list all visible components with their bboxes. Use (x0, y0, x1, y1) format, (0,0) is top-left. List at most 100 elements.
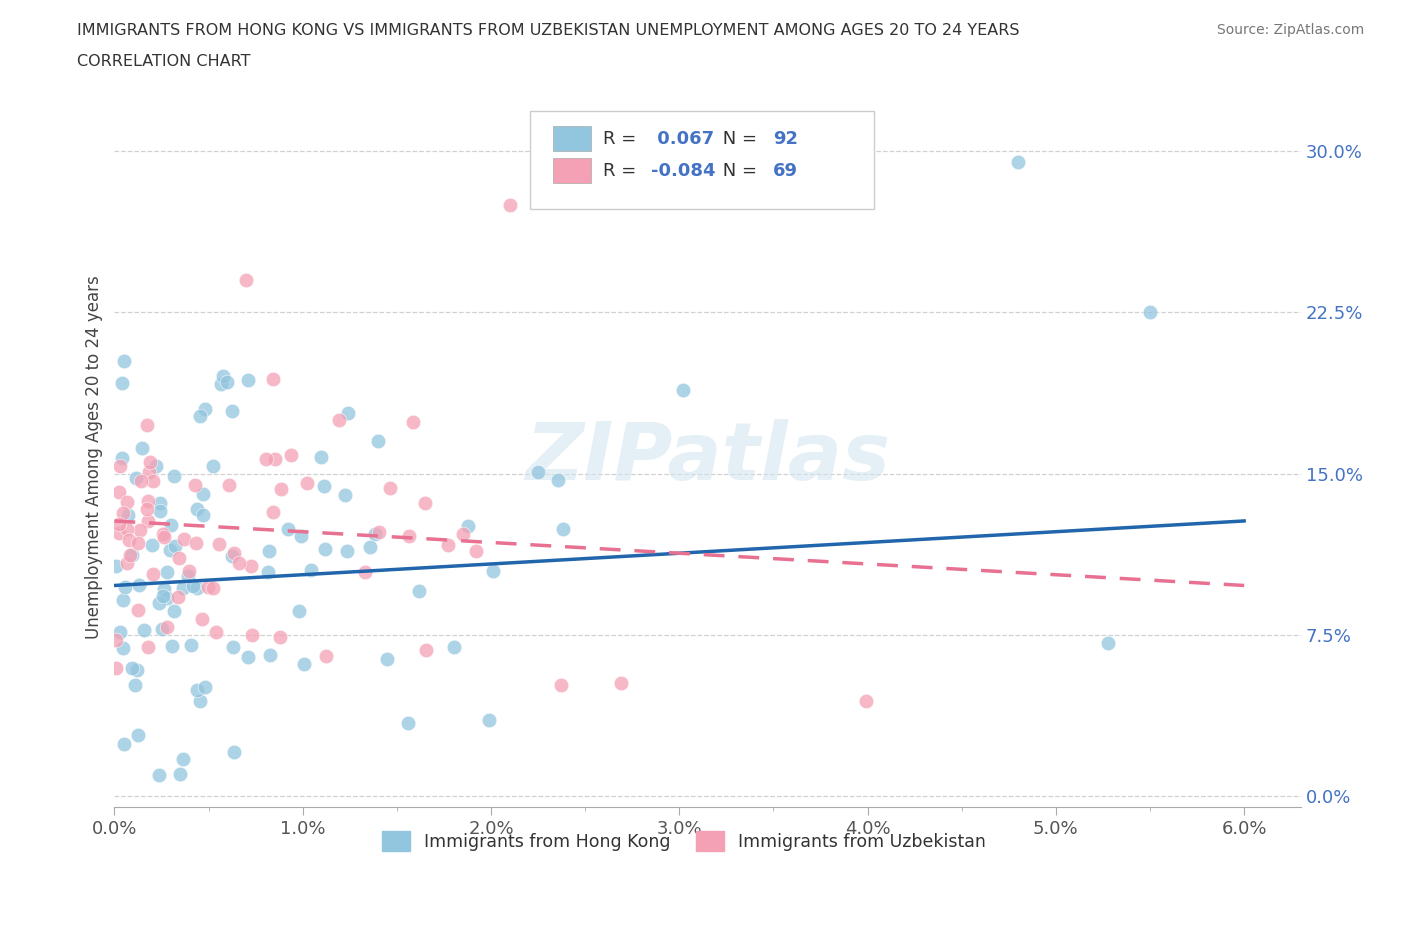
Point (153, 582, 176, 597)
Point (148, 595, 170, 610)
Point (547, 472, 569, 487)
Point (142, 473, 165, 488)
Point (120, 547, 142, 562)
Point (1139, 305, 1161, 320)
Point (136, 513, 159, 528)
Point (256, 565, 278, 579)
Point (222, 640, 245, 655)
Point (141, 538, 163, 552)
Point (314, 542, 336, 557)
Point (367, 434, 389, 449)
Point (159, 517, 181, 532)
Point (149, 496, 172, 511)
Point (610, 676, 633, 691)
Point (398, 528, 420, 543)
Point (167, 590, 190, 604)
Point (186, 502, 208, 517)
Point (228, 555, 250, 570)
Point (104, 661, 127, 676)
Text: N =: N = (717, 130, 756, 148)
Point (194, 680, 217, 695)
Point (152, 589, 174, 604)
Point (191, 612, 214, 627)
Point (125, 662, 148, 677)
Text: Source: ZipAtlas.com: Source: ZipAtlas.com (1216, 23, 1364, 37)
Point (111, 375, 134, 390)
Point (108, 625, 131, 640)
Point (129, 473, 152, 488)
Point (184, 478, 207, 493)
Point (315, 648, 337, 663)
FancyBboxPatch shape (554, 126, 592, 152)
Text: N =: N = (717, 162, 756, 179)
Point (138, 640, 160, 655)
Point (121, 661, 143, 676)
Point (108, 458, 131, 473)
Point (204, 624, 226, 639)
Point (202, 581, 225, 596)
Point (482, 564, 505, 578)
Point (218, 477, 240, 492)
Point (177, 563, 200, 578)
Point (215, 375, 238, 390)
Point (221, 404, 243, 418)
Text: -0.084: -0.084 (651, 162, 716, 179)
Point (295, 475, 318, 490)
Point (415, 643, 437, 658)
Point (127, 728, 149, 743)
Point (292, 657, 315, 671)
Point (364, 526, 387, 541)
Point (221, 549, 243, 564)
Point (277, 522, 299, 537)
Point (159, 542, 181, 557)
Point (125, 471, 148, 485)
Text: 0.067: 0.067 (651, 130, 714, 148)
Point (235, 272, 257, 287)
Point (105, 559, 128, 574)
Point (254, 451, 277, 466)
Point (240, 627, 263, 642)
Point (173, 532, 195, 547)
Point (180, 638, 202, 653)
Point (172, 580, 194, 595)
Point (1007, 154, 1029, 169)
Point (194, 402, 217, 417)
Point (181, 578, 204, 593)
Point (368, 525, 391, 539)
Point (269, 630, 291, 644)
Legend: Immigrants from Hong Kong, Immigrants from Uzbekistan: Immigrants from Hong Kong, Immigrants fr… (375, 824, 993, 857)
Point (299, 563, 322, 578)
Point (177, 568, 200, 583)
Point (128, 523, 150, 538)
Point (208, 537, 231, 551)
Point (526, 464, 548, 479)
Point (111, 505, 134, 520)
Point (186, 580, 208, 595)
Text: IMMIGRANTS FROM HONG KONG VS IMMIGRANTS FROM UZBEKISTAN UNEMPLOYMENT AMONG AGES : IMMIGRANTS FROM HONG KONG VS IMMIGRANTS … (77, 23, 1019, 38)
Point (107, 485, 129, 499)
Point (402, 415, 425, 430)
Point (336, 544, 359, 559)
Point (377, 651, 399, 666)
Point (132, 623, 155, 638)
Point (172, 751, 194, 766)
Point (408, 584, 430, 599)
Point (152, 622, 174, 637)
Point (136, 494, 159, 509)
Point (1097, 636, 1119, 651)
Point (188, 694, 211, 709)
Point (236, 649, 259, 664)
Point (114, 579, 136, 594)
Text: CORRELATION CHART: CORRELATION CHART (77, 54, 250, 69)
Point (184, 536, 207, 551)
Y-axis label: Unemployment Among Ages 20 to 24 years: Unemployment Among Ages 20 to 24 years (86, 275, 103, 640)
Point (112, 737, 135, 751)
Point (328, 413, 350, 428)
Point (499, 197, 522, 212)
Point (155, 591, 177, 605)
Point (287, 604, 309, 618)
FancyBboxPatch shape (530, 112, 873, 209)
Point (353, 565, 375, 580)
Point (280, 447, 302, 462)
Point (139, 455, 162, 470)
